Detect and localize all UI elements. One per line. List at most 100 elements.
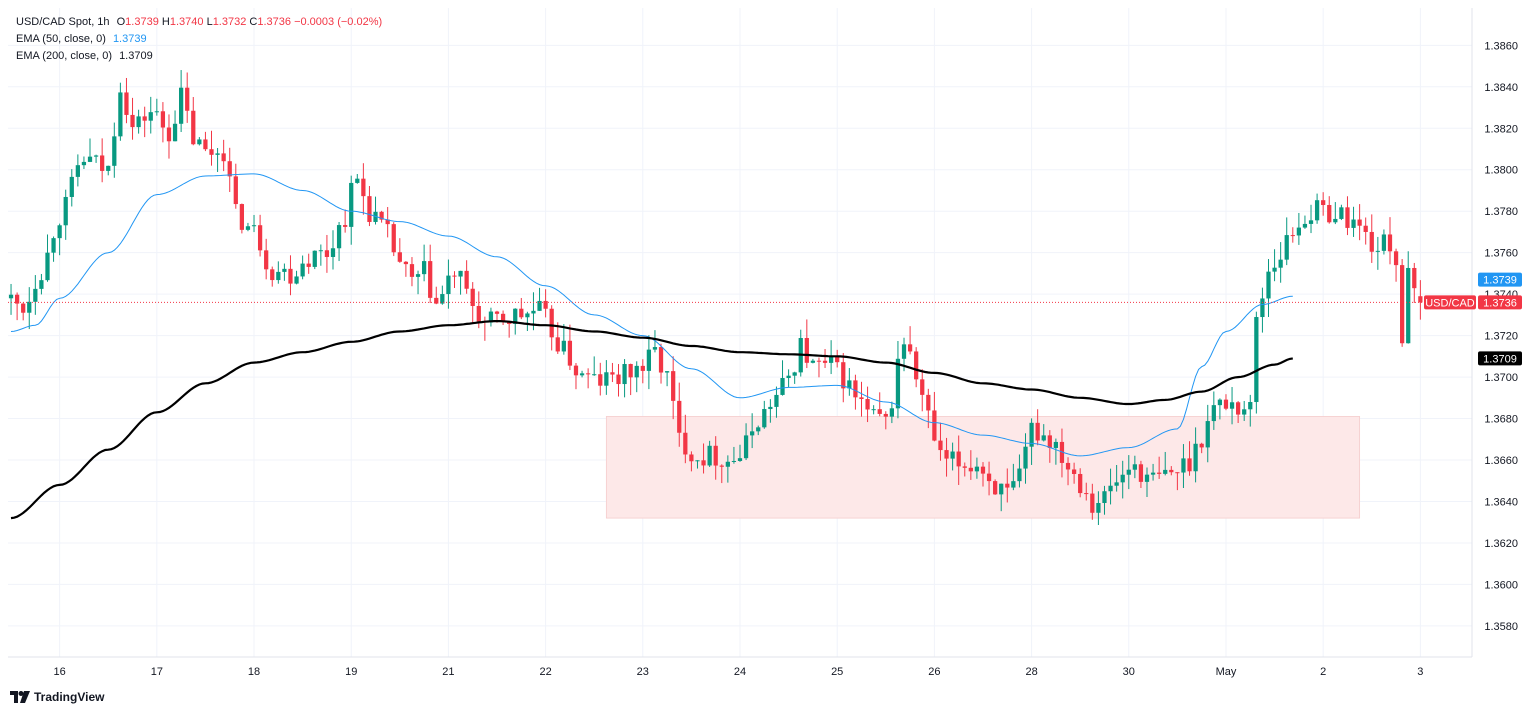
candle-body: [312, 250, 317, 267]
candle-body: [45, 252, 50, 281]
open-value: 1.3739: [125, 16, 159, 28]
high-key: H: [161, 16, 170, 28]
candle-body: [130, 114, 135, 128]
candle-body: [1229, 402, 1235, 409]
y-tick-label: 1.3840: [1484, 82, 1518, 94]
candle-body: [160, 111, 166, 128]
candle-body: [464, 270, 469, 289]
candle-body: [1369, 231, 1374, 252]
candle-body: [1290, 235, 1295, 237]
y-tick-label: 1.3640: [1484, 496, 1518, 508]
candle-body: [549, 308, 554, 338]
y-tick-label: 1.3580: [1484, 621, 1518, 633]
candle-body: [604, 372, 609, 386]
candle-body: [962, 466, 967, 468]
candle-body: [63, 196, 68, 226]
ema200-legend-row[interactable]: EMA (200, close, 0) 1.3709: [16, 48, 382, 65]
candle-body: [166, 127, 172, 142]
candle-body: [956, 451, 961, 467]
x-tick-label: 18: [248, 666, 260, 678]
candle-body: [974, 466, 980, 472]
candle-body: [743, 435, 749, 459]
candle-body: [51, 238, 56, 253]
candle-body: [1150, 472, 1156, 475]
symbol-name-tag: [1424, 295, 1476, 310]
candle-body: [1235, 402, 1241, 415]
symbol-legend-row[interactable]: USD/CAD Spot, 1h O1.3739 H1.3740 L1.3732…: [16, 14, 382, 31]
ema50-line: [10, 173, 1293, 457]
candle-body: [689, 454, 694, 462]
candle-body: [895, 358, 901, 409]
candle-body: [719, 465, 724, 467]
candle-body: [288, 268, 293, 284]
candle-body: [1071, 469, 1077, 474]
candle-body: [968, 467, 973, 472]
candle-body: [1175, 472, 1180, 474]
candle-body: [81, 161, 87, 166]
candle-body: [622, 364, 627, 385]
candle-body: [500, 313, 506, 322]
candle-body: [579, 373, 585, 376]
candle-body: [634, 365, 639, 378]
candle-body: [209, 149, 214, 155]
candle-body: [330, 248, 336, 257]
candle-body: [367, 196, 372, 222]
candle-body: [476, 305, 481, 322]
candle-body: [106, 165, 111, 171]
candle-body: [1157, 472, 1162, 474]
ema200-label: EMA (200, close, 0): [16, 50, 112, 62]
candle-body: [221, 153, 226, 162]
candle-body: [1296, 227, 1301, 236]
candle-body: [57, 225, 62, 239]
candle-body: [324, 250, 330, 257]
candle-body: [1138, 464, 1144, 482]
candle-body: [233, 176, 238, 205]
x-tick-label: 17: [151, 666, 163, 678]
candle-body: [21, 303, 26, 313]
candle-body: [1096, 503, 1101, 513]
candle-body: [148, 112, 153, 121]
candle-body: [1181, 458, 1186, 473]
candle-body: [343, 225, 348, 227]
candle-body: [853, 380, 858, 398]
candle-body: [664, 371, 670, 373]
candle-body: [1412, 267, 1417, 289]
candle-body: [804, 338, 809, 363]
candle-body: [513, 308, 518, 324]
tradingview-logo[interactable]: TradingView: [10, 690, 104, 704]
candle-body: [1114, 482, 1119, 486]
candle-body: [1278, 259, 1283, 268]
x-tick-label: 21: [442, 666, 454, 678]
candle-body: [1363, 225, 1368, 232]
candle-body: [677, 400, 682, 433]
candle-body: [847, 380, 852, 389]
ema50-legend-row[interactable]: EMA (50, close, 0) 1.3739: [16, 31, 382, 48]
candle-body: [361, 178, 366, 197]
ema50-label: EMA (50, close, 0): [16, 33, 106, 45]
y-tick-label: 1.3620: [1484, 538, 1518, 550]
candle-body: [14, 294, 20, 304]
candle-body: [938, 440, 943, 451]
candle-body: [1078, 473, 1083, 494]
candle-body: [1314, 200, 1320, 221]
candle-body: [276, 271, 281, 281]
candle-body: [203, 139, 208, 150]
symbol-price-tag-text: 1.3736: [1483, 297, 1517, 309]
candle-body: [264, 250, 269, 270]
candle-body: [118, 92, 123, 137]
open-key: O: [116, 16, 126, 28]
candle-body: [300, 263, 305, 277]
candle-body: [610, 372, 615, 375]
candle-body: [1418, 296, 1423, 303]
candle-body: [397, 252, 402, 262]
candle-body: [446, 275, 451, 295]
candle-body: [1090, 493, 1095, 513]
y-tick-label: 1.3720: [1484, 331, 1518, 343]
candle-body: [707, 445, 712, 466]
candle-body: [136, 116, 141, 128]
candle-body: [1169, 469, 1174, 473]
candle-body: [1254, 317, 1259, 403]
candle-body: [999, 483, 1004, 495]
candle-body: [616, 374, 621, 385]
